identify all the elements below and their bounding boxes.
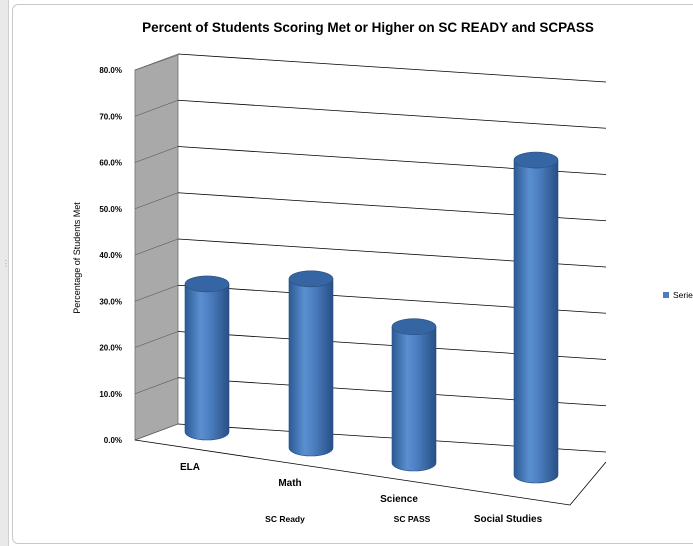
wall-gridline bbox=[134, 284, 179, 302]
gridline bbox=[177, 99, 607, 129]
chart-floor bbox=[134, 439, 607, 506]
bar-social-studies bbox=[513, 151, 559, 484]
x-tick-label: Social Studies bbox=[474, 514, 543, 525]
bar-body bbox=[391, 326, 437, 472]
bar-top bbox=[288, 270, 334, 288]
y-tick-label: 30.0% bbox=[99, 297, 122, 306]
bar-ela bbox=[184, 275, 230, 441]
wall-gridline bbox=[134, 331, 179, 348]
y-tick-label: 50.0% bbox=[99, 205, 122, 214]
bar-science bbox=[391, 318, 437, 472]
gridline bbox=[177, 53, 607, 83]
category-group-sc-ready: SC Ready bbox=[265, 514, 305, 524]
y-tick-label: 60.0% bbox=[99, 159, 122, 168]
category-group-sc-pass: SC PASS bbox=[394, 514, 431, 524]
wall-gridline bbox=[134, 146, 179, 163]
y-tick-label: 40.0% bbox=[99, 251, 122, 260]
bar-top bbox=[513, 151, 559, 169]
y-tick-label: 10.0% bbox=[99, 390, 122, 399]
wall-gridline bbox=[134, 192, 179, 210]
y-tick-label: 70.0% bbox=[99, 112, 122, 121]
wall-gridline bbox=[134, 238, 179, 256]
bar-body bbox=[288, 278, 334, 457]
bar-top bbox=[391, 318, 437, 336]
chart-back-wall bbox=[134, 54, 179, 441]
bar-math bbox=[288, 270, 334, 457]
chart-title: Percent of Students Scoring Met or Highe… bbox=[142, 20, 594, 35]
wall-gridline bbox=[134, 423, 179, 441]
y-tick-label: 0.0% bbox=[104, 436, 122, 445]
x-tick-label: ELA bbox=[180, 462, 200, 473]
x-tick-label: Science bbox=[380, 494, 418, 505]
y-tick-label: 80.0% bbox=[99, 66, 122, 75]
legend-label: Series bbox=[673, 290, 693, 300]
wall-gridline bbox=[134, 99, 179, 117]
window-left-strip: ⋮ bbox=[0, 0, 10, 546]
chart-area[interactable] bbox=[12, 4, 693, 544]
bar-body bbox=[184, 283, 230, 441]
bar-body bbox=[513, 159, 559, 484]
x-tick-label: Math bbox=[278, 478, 301, 489]
y-axis-ticks: 0.0% 10.0% 20.0% 30.0% 40.0% 50.0% 60.0% 70.0% 8… bbox=[99, 66, 122, 445]
legend-swatch bbox=[663, 292, 669, 298]
wall-gridline bbox=[134, 377, 179, 395]
y-axis-label: Percentage of Students Met bbox=[72, 202, 82, 314]
bar-top bbox=[184, 275, 230, 293]
bars bbox=[184, 151, 559, 484]
wall-gridline bbox=[134, 53, 179, 71]
y-tick-label: 20.0% bbox=[99, 344, 122, 353]
x-axis-labels: ELA Math Science Social Studies bbox=[180, 462, 543, 525]
